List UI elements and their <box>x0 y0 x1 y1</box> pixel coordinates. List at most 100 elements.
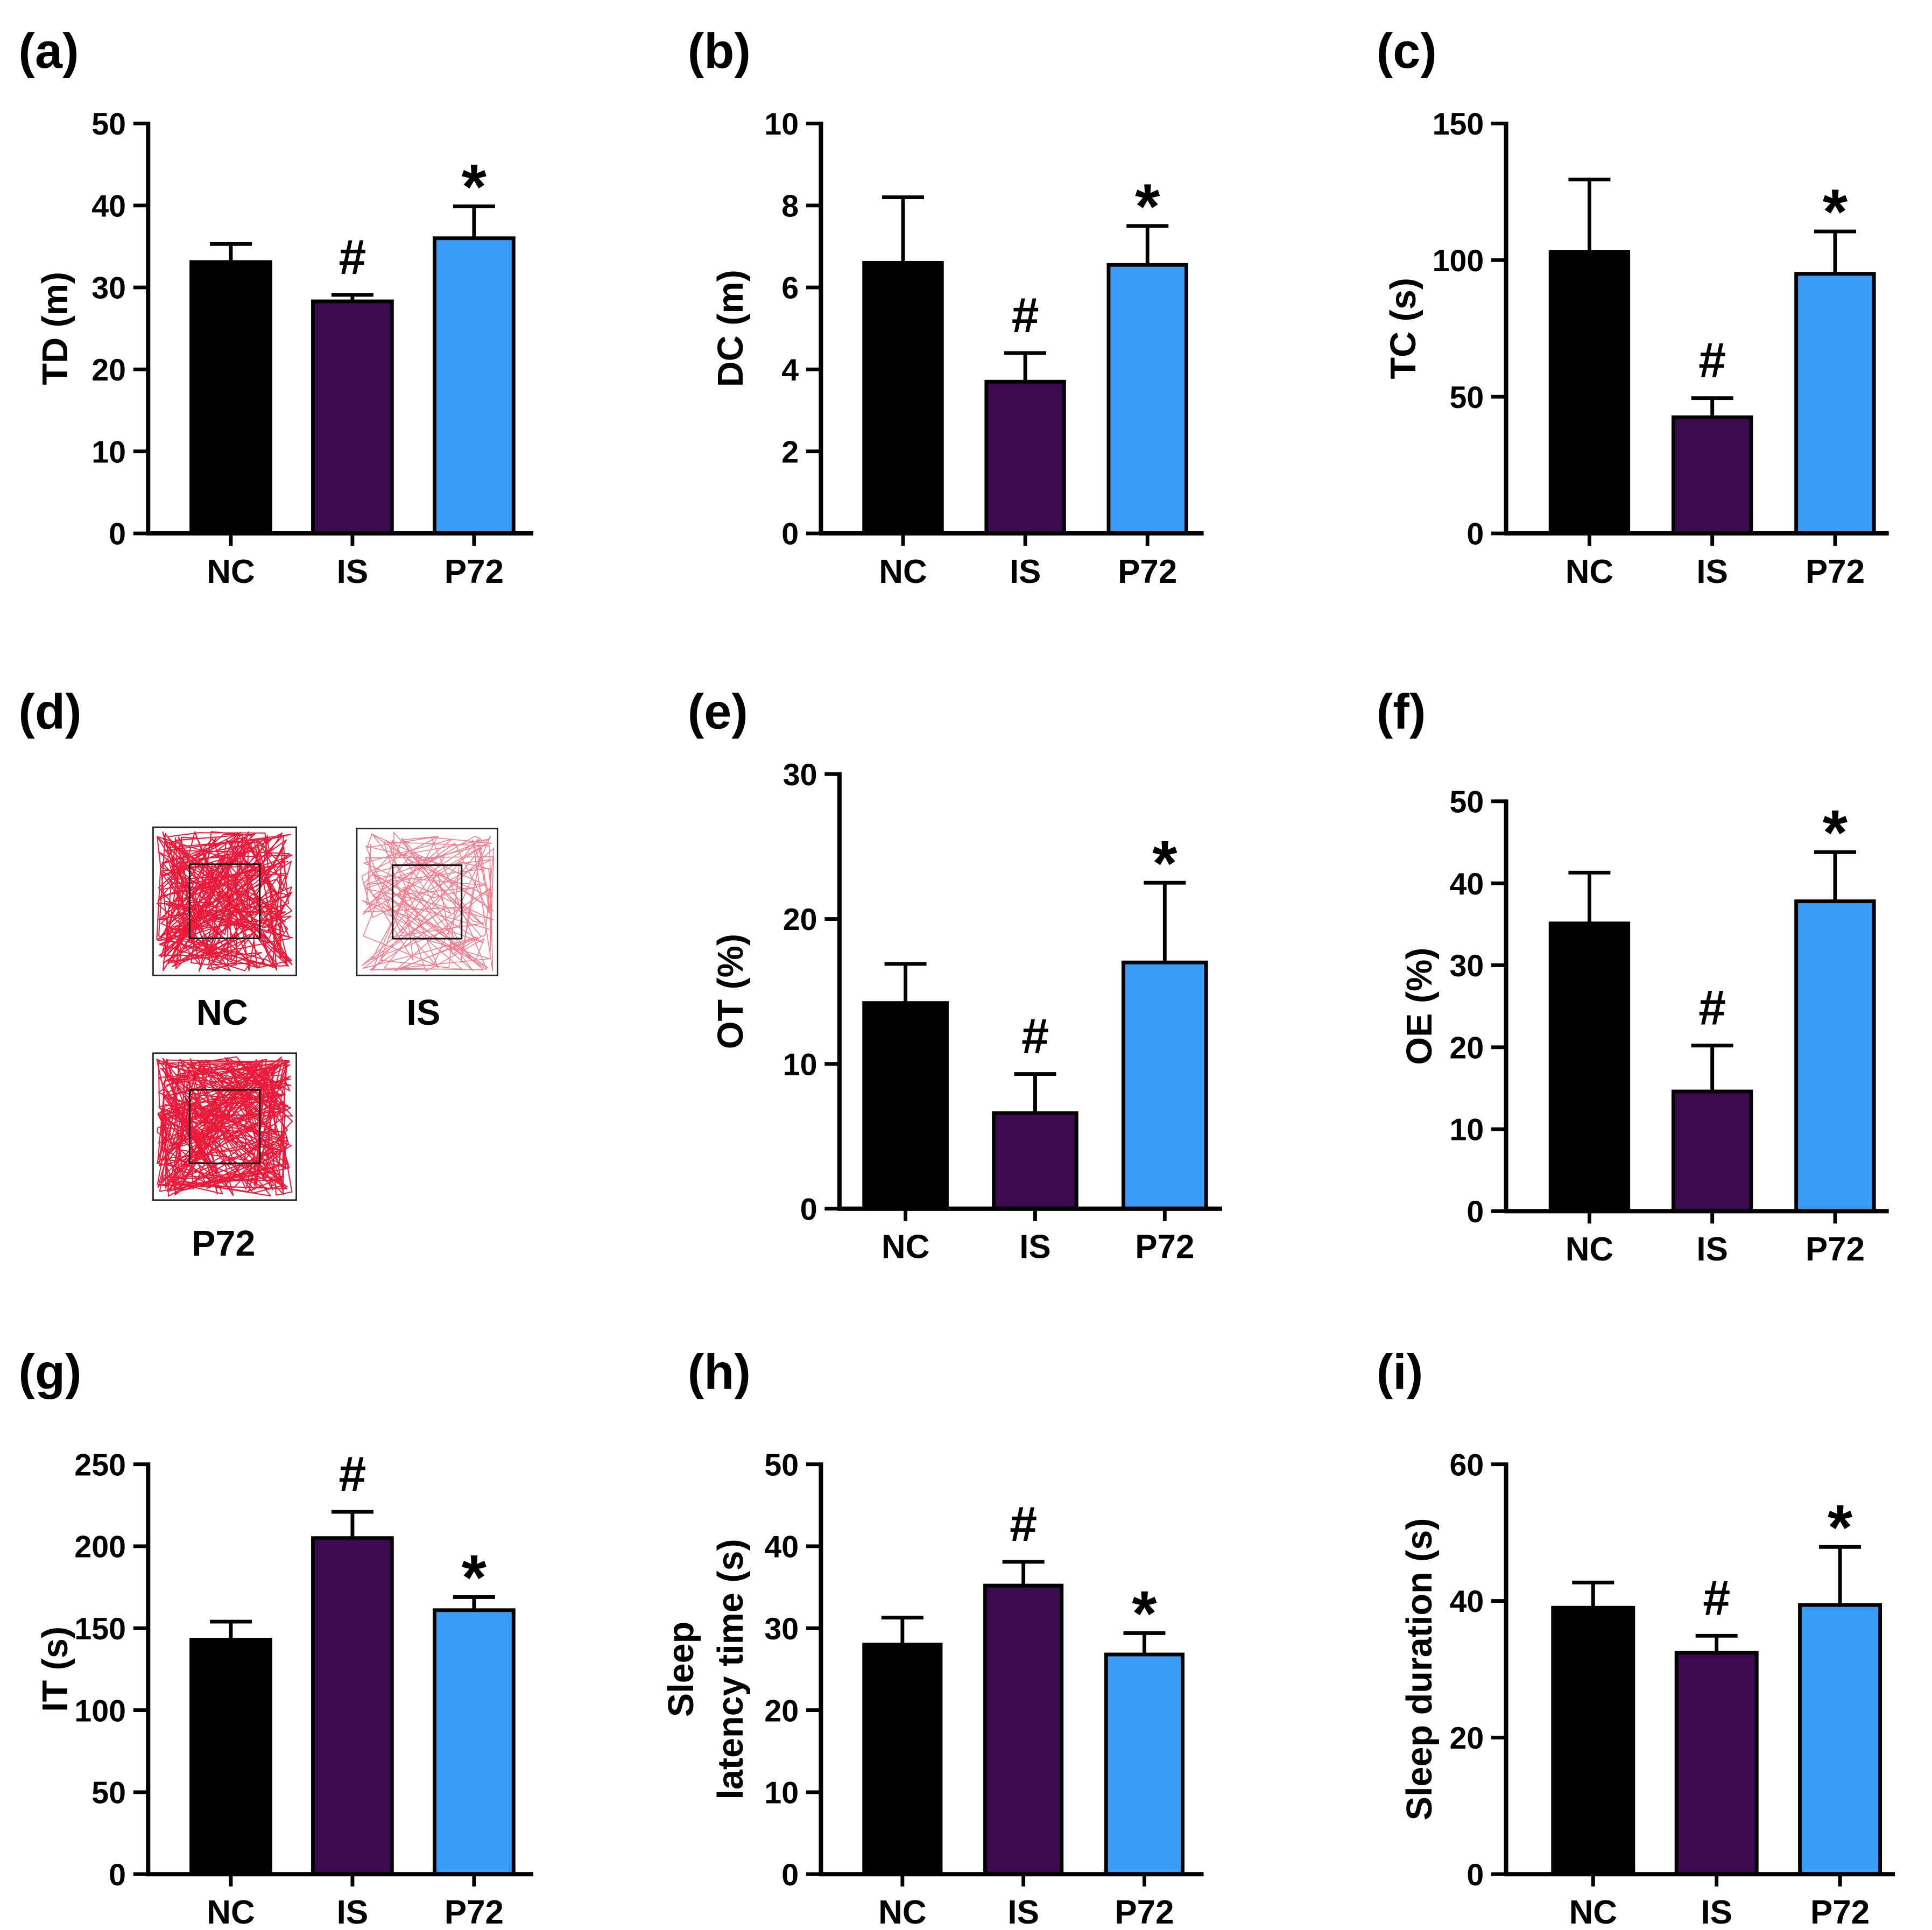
bar-P72 <box>1104 1652 1185 1876</box>
bar-P72 <box>1106 263 1188 536</box>
significance-marker-P72: * <box>462 1542 487 1614</box>
movement-trajectory <box>361 832 495 972</box>
x-tick-label: IS <box>1696 1231 1728 1268</box>
y-tick-label: 0 <box>781 517 799 552</box>
y-tick-label: 10 <box>764 1776 799 1811</box>
y-axis-label: Sleep <box>661 1622 701 1717</box>
y-tick-label: 50 <box>91 1776 126 1811</box>
y-tick-label: 0 <box>781 1858 799 1892</box>
bar-IS <box>311 299 394 536</box>
bar-IS <box>983 1583 1064 1876</box>
significance-marker-P72: * <box>1135 171 1160 242</box>
y-tick-label: 50 <box>1450 785 1484 819</box>
bar-NC <box>862 260 944 536</box>
y-tick-label: 0 <box>109 1858 126 1892</box>
y-tick-label: 40 <box>1450 1584 1484 1619</box>
bar-P72 <box>1794 899 1876 1213</box>
panel-label: (c) <box>1377 24 1437 79</box>
x-tick-label: NC <box>878 1894 926 1930</box>
bar-NC <box>862 1643 943 1876</box>
significance-marker-IS: # <box>339 230 366 285</box>
bar-NC <box>189 260 272 536</box>
y-tick-label: 250 <box>74 1448 126 1482</box>
x-tick-label: IS <box>1010 553 1041 590</box>
significance-marker-IS: # <box>1698 333 1726 388</box>
y-tick-label: 10 <box>764 107 799 142</box>
bar-NC <box>1548 250 1631 536</box>
y-tick-label: 30 <box>783 758 817 792</box>
y-tick-label: 10 <box>1450 1113 1484 1147</box>
x-tick-label: NC <box>1566 1231 1613 1268</box>
significance-marker-P72: * <box>1823 177 1848 248</box>
trajectory-map-IS: IS <box>356 827 498 1033</box>
bar-P72 <box>1122 960 1208 1211</box>
panel-label: (g) <box>18 1345 81 1400</box>
bar-IS <box>984 379 1066 536</box>
y-tick-label: 60 <box>1450 1448 1484 1482</box>
panel-c: (c) NC # IS * P72 0 50 100 150 TC (s) <box>1377 24 1889 590</box>
x-tick-label: P72 <box>445 1894 504 1930</box>
panel-label: (b) <box>688 24 751 79</box>
y-tick-label: 30 <box>764 1612 799 1646</box>
y-axis-label: OT (%) <box>711 934 751 1049</box>
y-tick-label: 0 <box>1466 1195 1484 1229</box>
trajectory-map-NC: NC <box>152 826 297 1033</box>
x-tick-label: P72 <box>1806 553 1865 590</box>
bar-P72 <box>433 1608 516 1876</box>
trajectory-label: NC <box>196 993 248 1033</box>
center-zone <box>188 1089 261 1165</box>
significance-marker-IS: # <box>1010 1497 1037 1552</box>
panel-label: (h) <box>688 1345 751 1400</box>
y-tick-label: 50 <box>764 1448 799 1482</box>
bar-IS <box>1674 1651 1759 1876</box>
x-tick-label: NC <box>1569 1894 1617 1930</box>
x-tick-label: NC <box>882 1229 929 1266</box>
y-tick-label: 150 <box>74 1612 126 1646</box>
bar-NC <box>189 1638 272 1876</box>
x-tick-label: NC <box>207 553 255 590</box>
x-tick-label: P72 <box>1115 1894 1174 1930</box>
y-axis-label: latency time (s) <box>711 1539 751 1799</box>
y-tick-label: 20 <box>783 903 817 937</box>
significance-marker-IS: # <box>1703 1570 1730 1625</box>
x-tick-label: P72 <box>1806 1231 1865 1268</box>
x-tick-label: IS <box>1701 1894 1732 1930</box>
y-tick-label: 0 <box>1466 1858 1484 1892</box>
y-tick-label: 20 <box>91 353 126 388</box>
bar-NC <box>862 1001 949 1211</box>
panel-a: (a) NC # IS * P72 0 10 20 30 40 50 TD (m) <box>18 24 533 590</box>
panel-f: (f) NC # IS * P72 0 10 20 30 40 50 OE (%) <box>1377 684 1889 1268</box>
panel-i: (i) NC # IS * P72 0 20 40 60 Sleep duration (s) <box>1377 1345 1895 1930</box>
x-tick-label: P72 <box>1810 1894 1870 1930</box>
y-tick-label: 40 <box>764 1530 799 1565</box>
panel-h: (h) NC # IS * P72 0 10 20 30 40 50 Sleep latency time… <box>661 1345 1204 1930</box>
bar-IS <box>1671 1089 1753 1213</box>
y-axis-label: TC (s) <box>1384 278 1423 379</box>
y-tick-label: 30 <box>1450 949 1484 983</box>
panel-label: (a) <box>18 24 79 79</box>
y-tick-label: 100 <box>1433 244 1484 278</box>
trajectory-map-P72: P72 <box>152 1052 297 1264</box>
x-tick-label: IS <box>1019 1229 1051 1266</box>
bar-NC <box>1548 921 1631 1213</box>
panel-label: (f) <box>1377 684 1426 739</box>
trajectory-label: P72 <box>192 1224 255 1264</box>
panel-e: (e) NC # IS * P72 0 10 20 30 OT (%) <box>688 684 1222 1266</box>
significance-marker-P72: * <box>462 151 487 223</box>
x-tick-label: NC <box>879 553 927 590</box>
panel-b: (b) NC # IS * P72 0 2 4 6 8 10 DC (m) <box>688 24 1204 590</box>
significance-marker-IS: # <box>1021 1009 1049 1064</box>
y-tick-label: 0 <box>800 1192 817 1227</box>
bar-NC <box>1551 1605 1635 1876</box>
trajectory-label: IS <box>406 993 440 1033</box>
significance-marker-IS: # <box>1698 981 1726 1036</box>
panel-g: (g) NC # IS * P72 0 50 100 150 200 250 IT (s) <box>18 1345 533 1930</box>
y-tick-label: 6 <box>781 271 799 306</box>
y-tick-label: 20 <box>764 1694 799 1728</box>
panel-label: (e) <box>688 684 748 739</box>
bar-IS <box>992 1111 1078 1211</box>
y-tick-label: 50 <box>1450 381 1484 415</box>
y-tick-label: 150 <box>1433 107 1484 142</box>
y-tick-label: 20 <box>1450 1031 1484 1065</box>
